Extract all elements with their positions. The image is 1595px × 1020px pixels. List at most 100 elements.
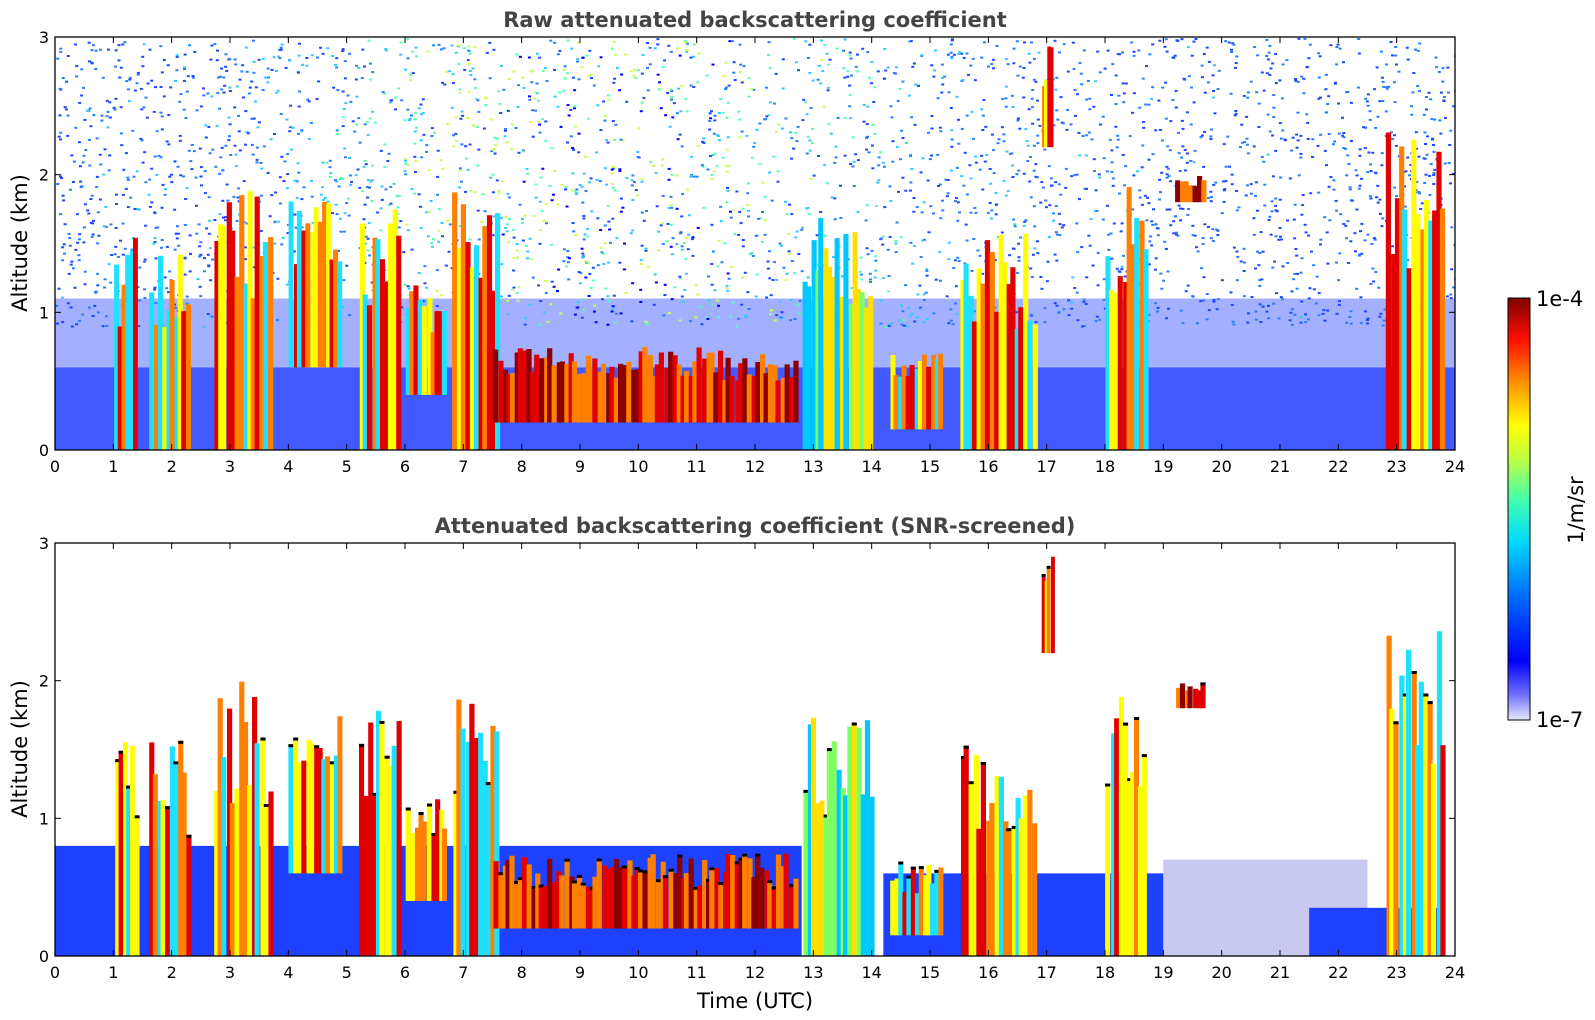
- noise-speck: [954, 200, 957, 203]
- noise-speck: [797, 312, 801, 315]
- noise-speck: [577, 271, 581, 274]
- cloud-top-edge: [906, 875, 912, 879]
- noise-speck: [912, 210, 916, 213]
- noise-speck: [1112, 222, 1116, 225]
- noise-speck: [811, 128, 815, 130]
- noise-speck: [1343, 147, 1347, 150]
- noise-speck: [241, 64, 245, 67]
- noise-speck: [727, 84, 731, 87]
- noise-speck: [131, 129, 135, 132]
- noise-speck: [574, 234, 578, 237]
- cloud-column: [760, 354, 766, 423]
- cloud-column: [915, 893, 920, 936]
- noise-speck: [581, 201, 585, 204]
- noise-speck: [1180, 38, 1184, 41]
- noise-speck: [636, 194, 640, 197]
- noise-speck: [1317, 52, 1321, 55]
- cloud-column: [544, 357, 550, 423]
- noise-speck: [556, 53, 560, 56]
- cloud-column: [1393, 721, 1399, 956]
- noise-speck: [101, 325, 105, 328]
- noise-speck: [566, 261, 570, 264]
- noise-speck: [380, 185, 384, 188]
- noise-speck: [1132, 174, 1136, 177]
- noise-speck: [988, 168, 992, 170]
- cloud-column: [622, 365, 628, 423]
- noise-speck: [1108, 138, 1112, 141]
- noise-speck: [62, 199, 66, 202]
- noise-speck: [105, 115, 109, 118]
- noise-speck: [202, 94, 206, 97]
- noise-speck: [103, 148, 107, 151]
- cloud-column: [317, 221, 323, 368]
- noise-speck: [389, 185, 393, 188]
- noise-speck: [710, 110, 713, 113]
- cloud-column: [158, 255, 164, 450]
- noise-speck: [207, 126, 211, 128]
- cloud-column: [581, 373, 587, 423]
- noise-speck: [427, 211, 431, 214]
- noise-speck: [1286, 262, 1290, 264]
- noise-speck: [754, 234, 758, 237]
- noise-speck: [663, 59, 667, 62]
- noise-speck: [406, 38, 410, 41]
- noise-speck: [606, 204, 610, 207]
- noise-speck: [185, 90, 189, 93]
- cloud-top-edge: [1011, 825, 1017, 829]
- cloud-column: [1023, 233, 1029, 450]
- noise-speck: [209, 58, 213, 61]
- noise-speck: [1031, 89, 1035, 91]
- cloud-column: [1114, 292, 1120, 450]
- noise-speck: [409, 73, 413, 76]
- noise-speck: [830, 196, 834, 199]
- noise-speck: [458, 167, 462, 170]
- noise-speck: [1267, 304, 1270, 307]
- noise-speck: [293, 179, 297, 182]
- cloud-column: [1197, 690, 1203, 709]
- cloud-column: [427, 298, 433, 395]
- noise-speck: [528, 303, 532, 306]
- noise-speck: [1195, 246, 1198, 249]
- noise-speck: [1423, 157, 1427, 160]
- noise-speck: [890, 116, 894, 119]
- noise-speck: [386, 160, 390, 162]
- cloud-top-edge: [1006, 828, 1012, 832]
- noise-speck: [739, 222, 743, 225]
- noise-speck: [1261, 250, 1265, 253]
- cloud-column: [177, 254, 183, 450]
- x-tick-label: 22: [1328, 457, 1348, 476]
- noise-speck: [1094, 320, 1098, 323]
- noise-speck: [1317, 314, 1321, 317]
- noise-speck: [1408, 174, 1411, 177]
- noise-speck: [940, 91, 944, 94]
- noise-speck: [456, 198, 460, 201]
- noise-speck: [1058, 51, 1061, 54]
- noise-speck: [253, 266, 256, 269]
- noise-speck: [630, 179, 634, 182]
- noise-speck: [442, 47, 446, 50]
- cloud-column: [793, 878, 799, 929]
- noise-speck: [1301, 194, 1305, 197]
- noise-speck: [1303, 223, 1307, 226]
- noise-speck: [1043, 148, 1047, 151]
- cloud-column: [856, 727, 862, 956]
- noise-speck: [344, 102, 348, 105]
- cloud-column: [637, 869, 644, 929]
- noise-speck: [348, 52, 352, 55]
- noise-speck: [971, 57, 975, 60]
- noise-speck: [1115, 146, 1119, 149]
- noise-speck: [1348, 316, 1352, 318]
- cloud-column: [441, 828, 447, 901]
- colorbar: 1e-4 1e-7 1/m/sr: [1507, 287, 1588, 732]
- noise-speck: [1131, 208, 1135, 211]
- cloud-column: [658, 352, 664, 423]
- noise-speck: [1422, 113, 1426, 116]
- noise-speck: [450, 106, 454, 109]
- noise-speck: [298, 90, 301, 93]
- noise-speck: [1299, 134, 1303, 137]
- noise-speck: [1140, 203, 1144, 206]
- noise-speck: [605, 139, 609, 142]
- noise-speck: [300, 198, 304, 201]
- noise-speck: [273, 221, 277, 224]
- noise-speck: [615, 312, 618, 315]
